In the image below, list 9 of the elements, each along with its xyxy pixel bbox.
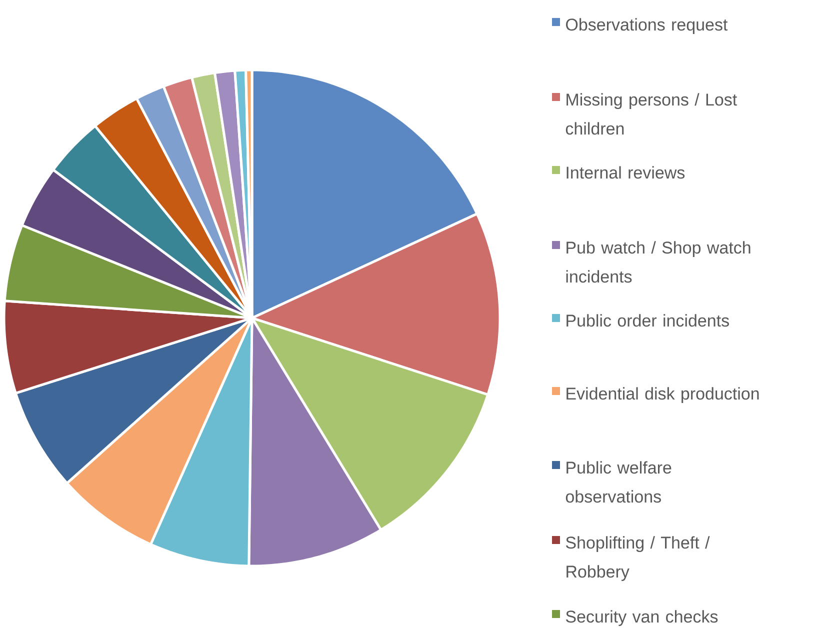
legend-label: Evidential disk production bbox=[566, 387, 759, 404]
legend-label: Pub watch / Shop watch incidents bbox=[566, 241, 750, 283]
legend-label: Missing persons / Lost children bbox=[566, 93, 737, 135]
legend-label: Public welfare observations bbox=[566, 461, 672, 503]
legend-label: Internal reviews bbox=[566, 166, 685, 179]
legend-label: Public order incidents bbox=[566, 314, 729, 327]
legend-label: Shoplifting / Theft / Robbery bbox=[566, 536, 710, 582]
legend-label: Observations request bbox=[566, 18, 728, 34]
legend-label: Security van checks bbox=[566, 610, 718, 626]
